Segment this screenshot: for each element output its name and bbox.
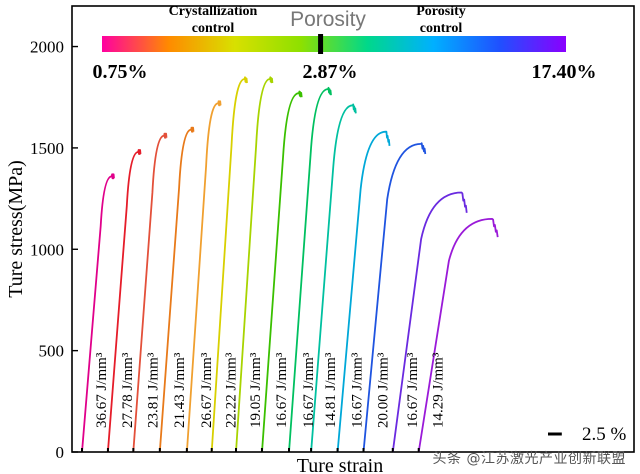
series-curve bbox=[417, 218, 499, 453]
series-curve bbox=[186, 100, 222, 453]
series-curve bbox=[310, 103, 357, 453]
y-tick-label: 2000 bbox=[30, 38, 64, 57]
series-curve bbox=[362, 142, 427, 453]
x-scale-bar-label: 2.5 % bbox=[582, 424, 627, 445]
series-label: 23.81 J/mm³ bbox=[145, 352, 161, 428]
series-label: 20.00 J/mm³ bbox=[376, 352, 392, 428]
plot-frame bbox=[71, 5, 635, 453]
series-curve bbox=[288, 86, 332, 453]
y-tick-label: 0 bbox=[56, 443, 65, 462]
series-curves bbox=[81, 76, 499, 453]
series-curve bbox=[235, 76, 274, 453]
colorbar-max-label: 17.40% bbox=[532, 61, 597, 83]
series-curve bbox=[158, 126, 195, 453]
colorbar-gradient bbox=[102, 36, 566, 52]
series-label: 36.67 J/mm³ bbox=[94, 352, 110, 428]
y-tick-label: 1500 bbox=[30, 139, 64, 158]
x-axis-label: Ture strain bbox=[297, 455, 383, 474]
series-label: 16.67 J/mm³ bbox=[405, 352, 421, 428]
series-label: 16.67 J/mm³ bbox=[301, 352, 317, 428]
plot-axes: 0 500 1000 1500 2000 Ture stress(MPa) Ture str… bbox=[5, 5, 635, 474]
series-label: 14.29 J/mm³ bbox=[431, 352, 447, 428]
colorbar-title: Porosity bbox=[290, 8, 366, 31]
curve-labels: 36.67 J/mm³ 27.78 J/mm³ 23.81 J/mm³ 21.43 J… bbox=[94, 352, 447, 428]
series-curve bbox=[107, 149, 142, 453]
series-label: 19.05 J/mm³ bbox=[248, 352, 264, 428]
series-curve bbox=[210, 76, 248, 453]
colorbar-right-label: Porosity control bbox=[416, 4, 466, 36]
series-curve bbox=[336, 130, 391, 453]
y-axis-label: Ture stress(MPa) bbox=[5, 160, 27, 298]
colorbar-min-label: 0.75% bbox=[93, 61, 148, 83]
watermark-text: 头条 @江苏激光产业创新联盟 bbox=[432, 451, 626, 467]
porosity-colorbar: Porosity Crystallization control Porosity co… bbox=[93, 4, 597, 83]
series-label: 27.78 J/mm³ bbox=[120, 352, 136, 428]
colorbar-mid-marker bbox=[318, 34, 324, 54]
y-tick-label: 500 bbox=[39, 342, 65, 361]
y-tick-label: 1000 bbox=[30, 240, 64, 259]
series-label: 16.67 J/mm³ bbox=[350, 352, 366, 428]
series-curve bbox=[261, 90, 303, 453]
colorbar-mid-label: 2.87% bbox=[303, 61, 358, 83]
series-curve bbox=[132, 132, 168, 453]
colorbar-left-label: Crystallization control bbox=[169, 4, 258, 36]
series-label: 16.67 J/mm³ bbox=[274, 352, 290, 428]
series-label: 14.81 J/mm³ bbox=[323, 352, 339, 428]
series-label: 26.67 J/mm³ bbox=[199, 352, 215, 428]
series-curve bbox=[391, 191, 468, 453]
series-label: 22.22 J/mm³ bbox=[224, 352, 240, 428]
series-label: 21.43 J/mm³ bbox=[172, 352, 188, 428]
series-curve bbox=[81, 173, 115, 453]
